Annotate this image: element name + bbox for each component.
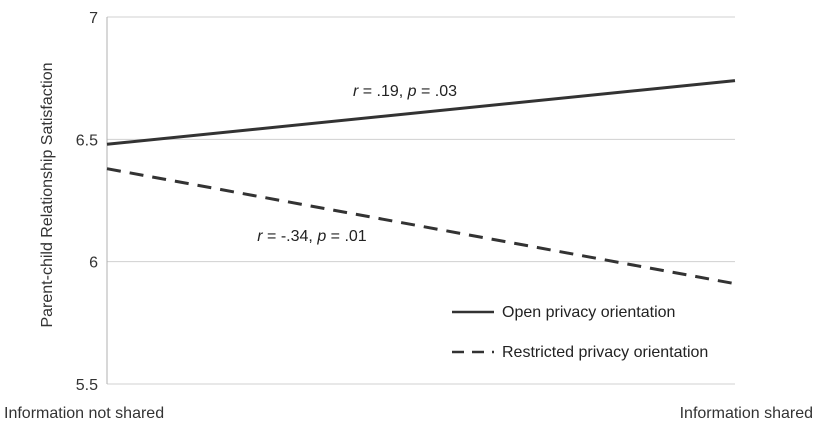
restricted-annotation-r-value: = -.34, <box>263 228 318 245</box>
x-tick-label: Information shared <box>680 405 813 422</box>
legend-label-open: Open privacy orientation <box>502 304 675 321</box>
series-lines <box>106 79 736 286</box>
legend: Open privacy orientation Restricted priv… <box>452 304 708 361</box>
x-tick-label: Information not shared <box>4 405 164 422</box>
open-annotation-p-value: = .03 <box>417 83 458 100</box>
restricted-annotation-p: p <box>316 228 326 245</box>
series-line-open <box>106 79 736 146</box>
y-tick-label: 6 <box>89 255 98 272</box>
x-axis-ticks: Information not shared Information shared <box>4 405 813 422</box>
y-tick-label: 6.5 <box>76 132 98 149</box>
restricted-annotation-r: r <box>257 228 263 245</box>
open-annotation-r-value: = .19, <box>358 83 407 100</box>
gridlines <box>106 16 735 385</box>
legend-label-restricted: Restricted privacy orientation <box>502 344 708 361</box>
open-series-annotation: r = .19, p = .03 <box>353 83 457 100</box>
y-tick-label: 5.5 <box>76 377 98 394</box>
restricted-series-annotation: r = -.34, p = .01 <box>257 228 367 245</box>
series-line-restricted <box>106 167 736 286</box>
restricted-annotation-p-value: = .01 <box>326 228 367 245</box>
open-annotation-r: r <box>353 83 359 100</box>
open-annotation-p: p <box>407 83 417 100</box>
y-tick-label: 7 <box>89 10 98 27</box>
y-axis-title: Parent-child Relationship Satisfaction <box>39 62 56 327</box>
y-axis-ticks: 5.5 6 6.5 7 <box>76 10 98 394</box>
